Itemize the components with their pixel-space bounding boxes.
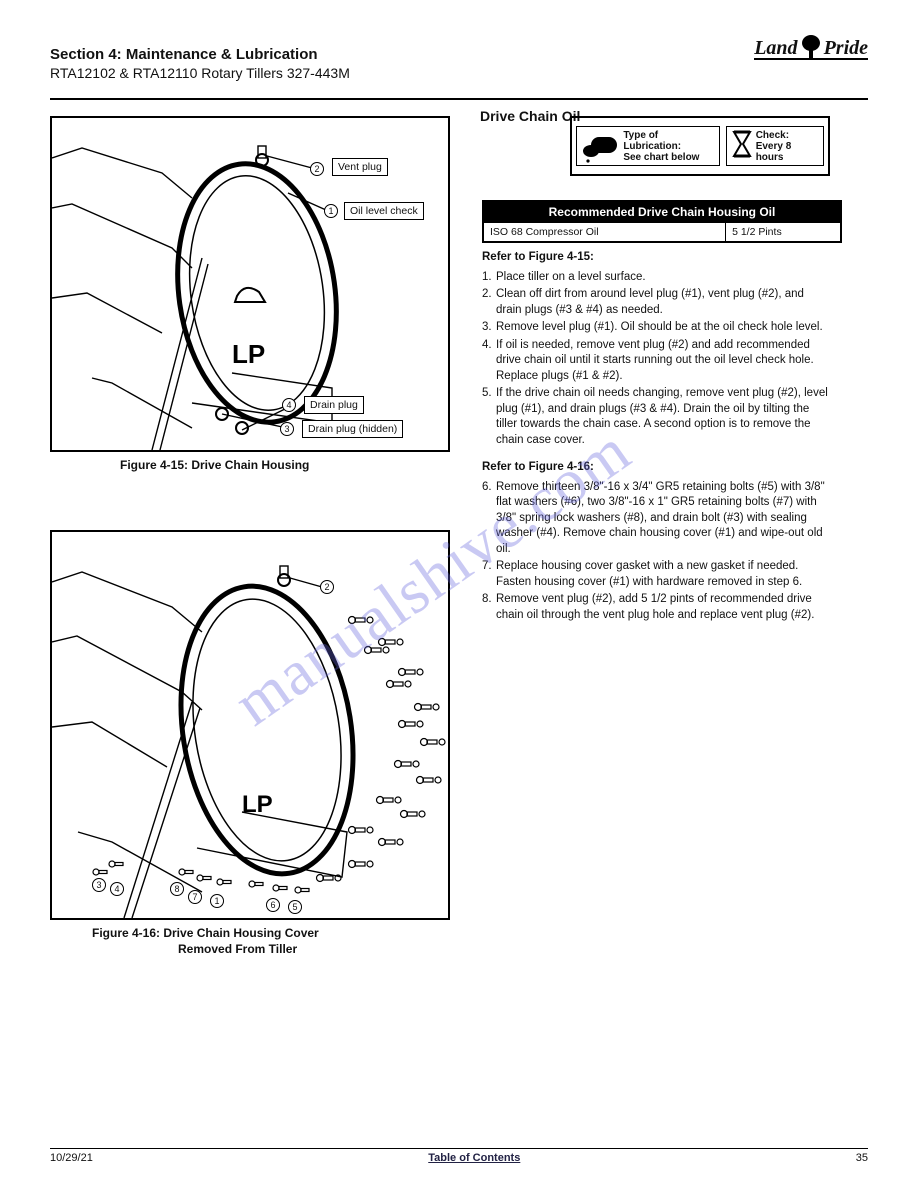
- brand-logo: Land Pride: [754, 34, 868, 60]
- spec-type: Type of Lubrication:See chart below: [576, 126, 720, 166]
- oil-table-row: ISO 68 Compressor Oil 5 1/2 Pints: [484, 222, 840, 241]
- step: 2.Clean off dirt from around level plug …: [482, 287, 832, 318]
- callout16-3: 3: [92, 878, 106, 892]
- oil-table: Recommended Drive Chain Housing Oil ISO …: [482, 200, 842, 243]
- oil-qty: 5 1/2 Pints: [726, 223, 788, 241]
- hourglass-icon: [731, 129, 752, 163]
- callout-4: 4: [282, 398, 296, 412]
- step: 6.Remove thirteen 3/8"-16 x 3/4" GR5 ret…: [482, 480, 832, 558]
- label-drain-hidden: Drain plug (hidden): [302, 420, 403, 438]
- step: 7.Replace housing cover gasket with a ne…: [482, 559, 832, 590]
- svg-text:LP: LP: [242, 791, 273, 818]
- figure-15-frame: LP 2 1 4 3: [50, 116, 450, 452]
- header-rule: [50, 98, 868, 100]
- instructions-fig15: Refer to Figure 4-15: 1.Place tiller on …: [482, 250, 832, 450]
- brand-left: Land: [754, 37, 797, 59]
- lubrication-spec-box: Type of Lubrication:See chart below Chec…: [570, 116, 830, 176]
- tree-icon: [800, 34, 822, 60]
- brand-right: Pride: [824, 37, 868, 59]
- callout16-5: 5: [288, 900, 302, 914]
- oil-table-title: Recommended Drive Chain Housing Oil: [484, 202, 840, 222]
- steps-fig15: 1.Place tiller on a level surface.2.Clea…: [482, 270, 832, 449]
- step: 8.Remove vent plug (#2), add 5 1/2 pints…: [482, 592, 832, 623]
- label-oil-level: Oil level check: [344, 202, 424, 220]
- page-header: Section 4: Maintenance & Lubrication RTA…: [50, 40, 868, 94]
- svg-text:LP: LP: [232, 339, 265, 369]
- figure-16-caption-2: Removed From Tiller: [178, 942, 297, 956]
- step: 5.If the drive chain oil needs changing,…: [482, 386, 832, 448]
- figure-16-drawing: LP: [52, 532, 448, 918]
- step: 1.Place tiller on a level surface.: [482, 270, 832, 286]
- label-drain-plug: Drain plug: [304, 396, 364, 414]
- ref-fig15: Refer to Figure 4-15:: [482, 250, 832, 266]
- figure-16-caption-1: Figure 4-16: Drive Chain Housing Cover: [92, 926, 319, 940]
- callout16-6: 6: [266, 898, 280, 912]
- section-title: Section 4: Maintenance & Lubrication: [50, 40, 868, 63]
- callout16-1: 1: [210, 894, 224, 908]
- spec-interval-text: Check:Every 8 hours: [756, 130, 819, 163]
- callout16-7: 7: [188, 890, 202, 904]
- footer-page: 35: [856, 1152, 868, 1164]
- callout-3: 3: [280, 422, 294, 436]
- step: 4.If oil is needed, remove vent plug (#2…: [482, 338, 832, 385]
- footer-date: 10/29/21: [50, 1152, 93, 1164]
- ref-fig16: Refer to Figure 4-16:: [482, 460, 832, 476]
- spec-interval: Check:Every 8 hours: [726, 126, 824, 166]
- callout16-4: 4: [110, 882, 124, 896]
- page-footer: 10/29/21 Table of Contents 35: [50, 1148, 868, 1164]
- label-vent-plug: Vent plug: [332, 158, 388, 176]
- callout-1: 1: [324, 204, 338, 218]
- step: 3.Remove level plug (#1). Oil should be …: [482, 320, 832, 336]
- model-line: RTA12102 & RTA12110 Rotary Tillers 327-4…: [50, 65, 868, 81]
- callout16-2: 2: [320, 580, 334, 594]
- footer-toc[interactable]: Table of Contents: [428, 1152, 520, 1164]
- heading-drive-chain-oil: Drive Chain Oil: [480, 108, 580, 124]
- spec-type-text: Type of Lubrication:See chart below: [623, 130, 714, 163]
- callout16-8: 8: [170, 882, 184, 896]
- instructions-fig16: Refer to Figure 4-16: 6.Remove thirteen …: [482, 460, 832, 625]
- figure-15-caption: Figure 4-15: Drive Chain Housing: [120, 458, 309, 472]
- figure-15-drawing: LP: [52, 118, 448, 450]
- oil-can-icon: [581, 129, 619, 163]
- figure-16-frame: LP 2 3 4 8 7 1 6 5: [50, 530, 450, 920]
- oil-type: ISO 68 Compressor Oil: [484, 223, 726, 241]
- steps-fig16: 6.Remove thirteen 3/8"-16 x 3/4" GR5 ret…: [482, 480, 832, 624]
- callout-2: 2: [310, 162, 324, 176]
